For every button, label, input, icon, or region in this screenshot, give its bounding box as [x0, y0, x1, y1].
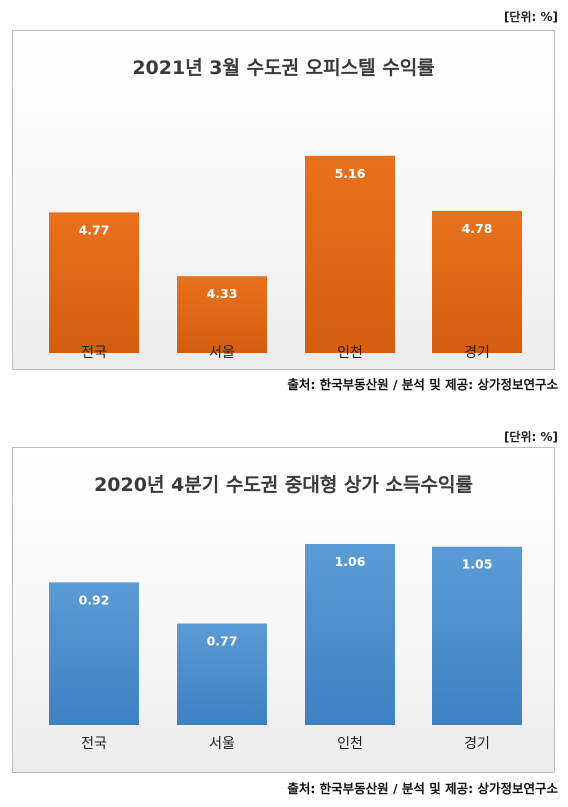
category-label-1-4: 경기	[464, 345, 490, 361]
data-label-1-1: 4.77	[79, 222, 110, 237]
category-label-2-2: 서울	[209, 736, 235, 752]
bar-2-2	[177, 623, 267, 725]
unit-label-1: [단위: %]	[503, 10, 558, 24]
data-label-1-2: 4.33	[207, 286, 238, 301]
bar-2-3	[305, 543, 395, 725]
chart-panel-1: 2021년 3월 수도권 오피스텔 수익률 4.77 전국 4.33 서울 5.16 인천…	[12, 30, 555, 370]
data-label-1-4: 4.78	[462, 221, 493, 236]
bar-2-4	[432, 546, 522, 725]
data-label-1-3: 5.16	[335, 166, 366, 181]
bar-1-2	[177, 276, 267, 353]
unit-label-2: [단위: %]	[503, 430, 558, 444]
data-label-2-1: 0.92	[79, 592, 110, 607]
category-label-1-1: 전국	[81, 345, 107, 361]
bar-chart-1: 4.77 전국 4.33 서울 5.16 인천 4.78 경기	[49, 155, 522, 361]
category-label-1-2: 서울	[209, 345, 235, 361]
source-label-1: 출처: 한국부동산원 / 분석 및 제공: 상가정보연구소	[287, 377, 558, 392]
bar-chart-2: 0.92 전국 0.77 서울 1.06 인천 1.05 경기	[49, 543, 522, 752]
category-label-2-1: 전국	[81, 736, 107, 752]
bar-2-1	[49, 582, 139, 725]
data-label-2-4: 1.05	[462, 557, 493, 572]
chart-title-2: 2020년 4분기 수도권 중대형 상가 소득수익률	[94, 474, 473, 496]
category-label-1-3: 인천	[337, 345, 363, 361]
source-label-2: 출처: 한국부동산원 / 분석 및 제공: 상가정보연구소	[287, 781, 558, 796]
chart-title-1: 2021년 3월 수도권 오피스텔 수익률	[132, 57, 435, 79]
bar-1-4	[432, 210, 522, 353]
chart-panel-2: 2020년 4분기 수도권 중대형 상가 소득수익률 0.92 전국 0.77 서울 1…	[12, 447, 555, 773]
category-label-2-4: 경기	[464, 736, 490, 752]
bar-1-3	[305, 155, 395, 353]
bar-1-1	[49, 212, 139, 353]
data-label-2-3: 1.06	[335, 554, 366, 569]
data-label-2-2: 0.77	[207, 634, 238, 649]
category-label-2-3: 인천	[337, 736, 363, 752]
